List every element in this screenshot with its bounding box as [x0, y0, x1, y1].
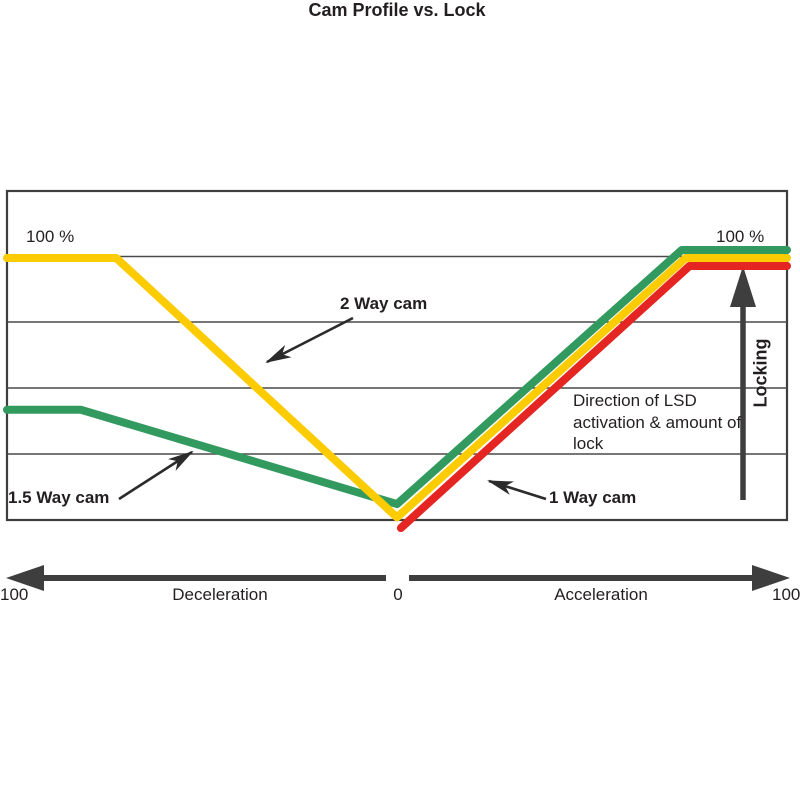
plot-border	[5, 189, 789, 522]
series-label-1-5-way-cam: 1.5 Way cam	[8, 488, 110, 507]
y-max-label-left: 100 %	[26, 227, 75, 246]
x-tick-left-100: 100	[0, 585, 29, 604]
one-five-way-pointer-arrow	[118, 450, 194, 501]
x-axis-right-arrowhead	[752, 565, 790, 591]
annotation-arrows	[118, 316, 547, 501]
series-label-2-way-cam: 2 Way cam	[340, 294, 428, 313]
series-line-1-way-cam	[396, 262, 791, 532]
x-axis-arrow	[6, 565, 790, 591]
locking-arrow-head	[730, 266, 756, 307]
locking-axis-label: Locking	[750, 338, 771, 408]
series-label-1-way-cam: 1 Way cam	[549, 488, 637, 507]
x-tick-zero: 0	[393, 585, 403, 604]
x-axis-left-arrowhead	[6, 565, 44, 591]
x-label-deceleration: Deceleration	[172, 585, 268, 604]
x-label-acceleration: Acceleration	[554, 585, 648, 604]
one-way-pointer-arrow	[487, 479, 547, 501]
x-tick-right-100: 100	[772, 585, 800, 604]
chart-title: Cam Profile vs. Lock	[308, 0, 486, 20]
locking-arrow	[730, 266, 756, 500]
two-way-pointer-arrow	[265, 316, 354, 364]
series-line-2-way-cam	[3, 254, 791, 522]
series-lines	[3, 246, 791, 532]
gridlines	[7, 255, 787, 455]
y-max-label-right: 100 %	[716, 227, 765, 246]
series-line-1-5-way-cam	[3, 246, 791, 509]
direction-note: Direction of LSD activation & amount of …	[573, 391, 742, 453]
